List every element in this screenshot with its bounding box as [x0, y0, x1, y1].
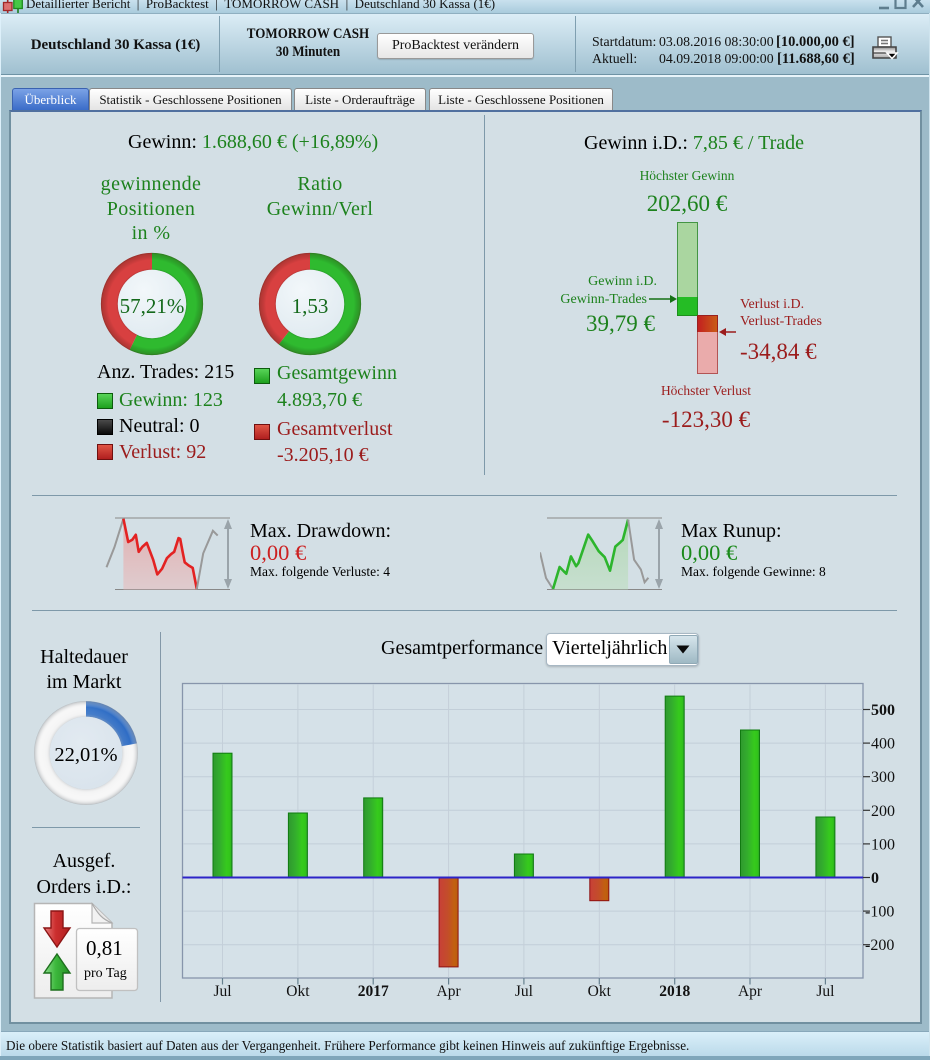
svg-text:Okt: Okt — [286, 983, 310, 1000]
svg-text:-200: -200 — [865, 937, 894, 954]
svg-text:100: 100 — [871, 836, 895, 853]
svg-text:Jul: Jul — [213, 983, 231, 1000]
svg-text:200: 200 — [871, 803, 895, 820]
svg-text:Apr: Apr — [437, 983, 462, 1000]
svg-text:0: 0 — [871, 870, 879, 887]
svg-text:2018: 2018 — [659, 983, 690, 1000]
svg-text:2017: 2017 — [358, 983, 389, 1000]
svg-text:500: 500 — [871, 702, 895, 719]
svg-text:Jul: Jul — [515, 983, 533, 1000]
svg-text:Apr: Apr — [738, 983, 763, 1000]
svg-text:400: 400 — [871, 736, 895, 753]
svg-text:300: 300 — [871, 769, 895, 786]
svg-text:Jul: Jul — [816, 983, 834, 1000]
svg-text:Okt: Okt — [588, 983, 612, 1000]
svg-text:-100: -100 — [865, 904, 894, 921]
